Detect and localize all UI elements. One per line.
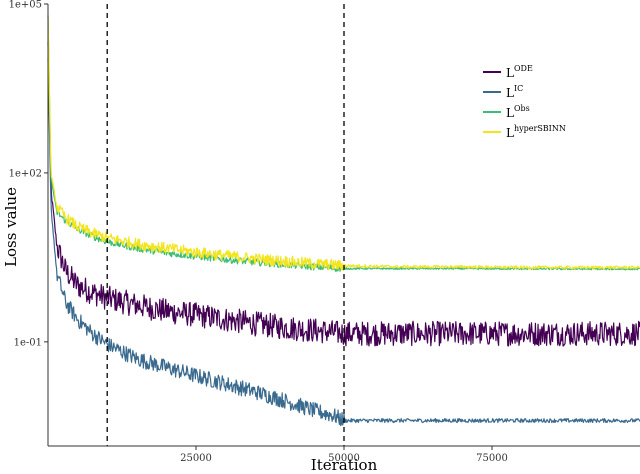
axes-layer: 25000 50000 75000 1e+05 1e+02 1e-01 xyxy=(9,0,640,464)
legend-label: LObs xyxy=(506,104,530,120)
x-tick-label: 50000 xyxy=(328,453,360,464)
y-tick-label: 1e+02 xyxy=(9,168,42,179)
y-axis-title: Loss value xyxy=(2,187,20,267)
vline-layer xyxy=(106,4,345,446)
legend-label: LhyperSBINN xyxy=(506,124,566,140)
legend: LODE LIC LObs LhyperSBINN xyxy=(483,64,566,140)
y-tick-label: 1e-01 xyxy=(14,337,42,348)
series-line xyxy=(47,14,640,272)
x-tick-label: 75000 xyxy=(476,453,508,464)
series-line xyxy=(47,42,640,347)
x-tick-label: 25000 xyxy=(180,453,212,464)
y-tick-label: 1e+05 xyxy=(9,0,42,11)
legend-label: LIC xyxy=(506,84,523,100)
legend-label: LODE xyxy=(506,64,533,80)
series-line xyxy=(47,58,640,427)
x-axis-title: Iteration xyxy=(311,456,378,474)
